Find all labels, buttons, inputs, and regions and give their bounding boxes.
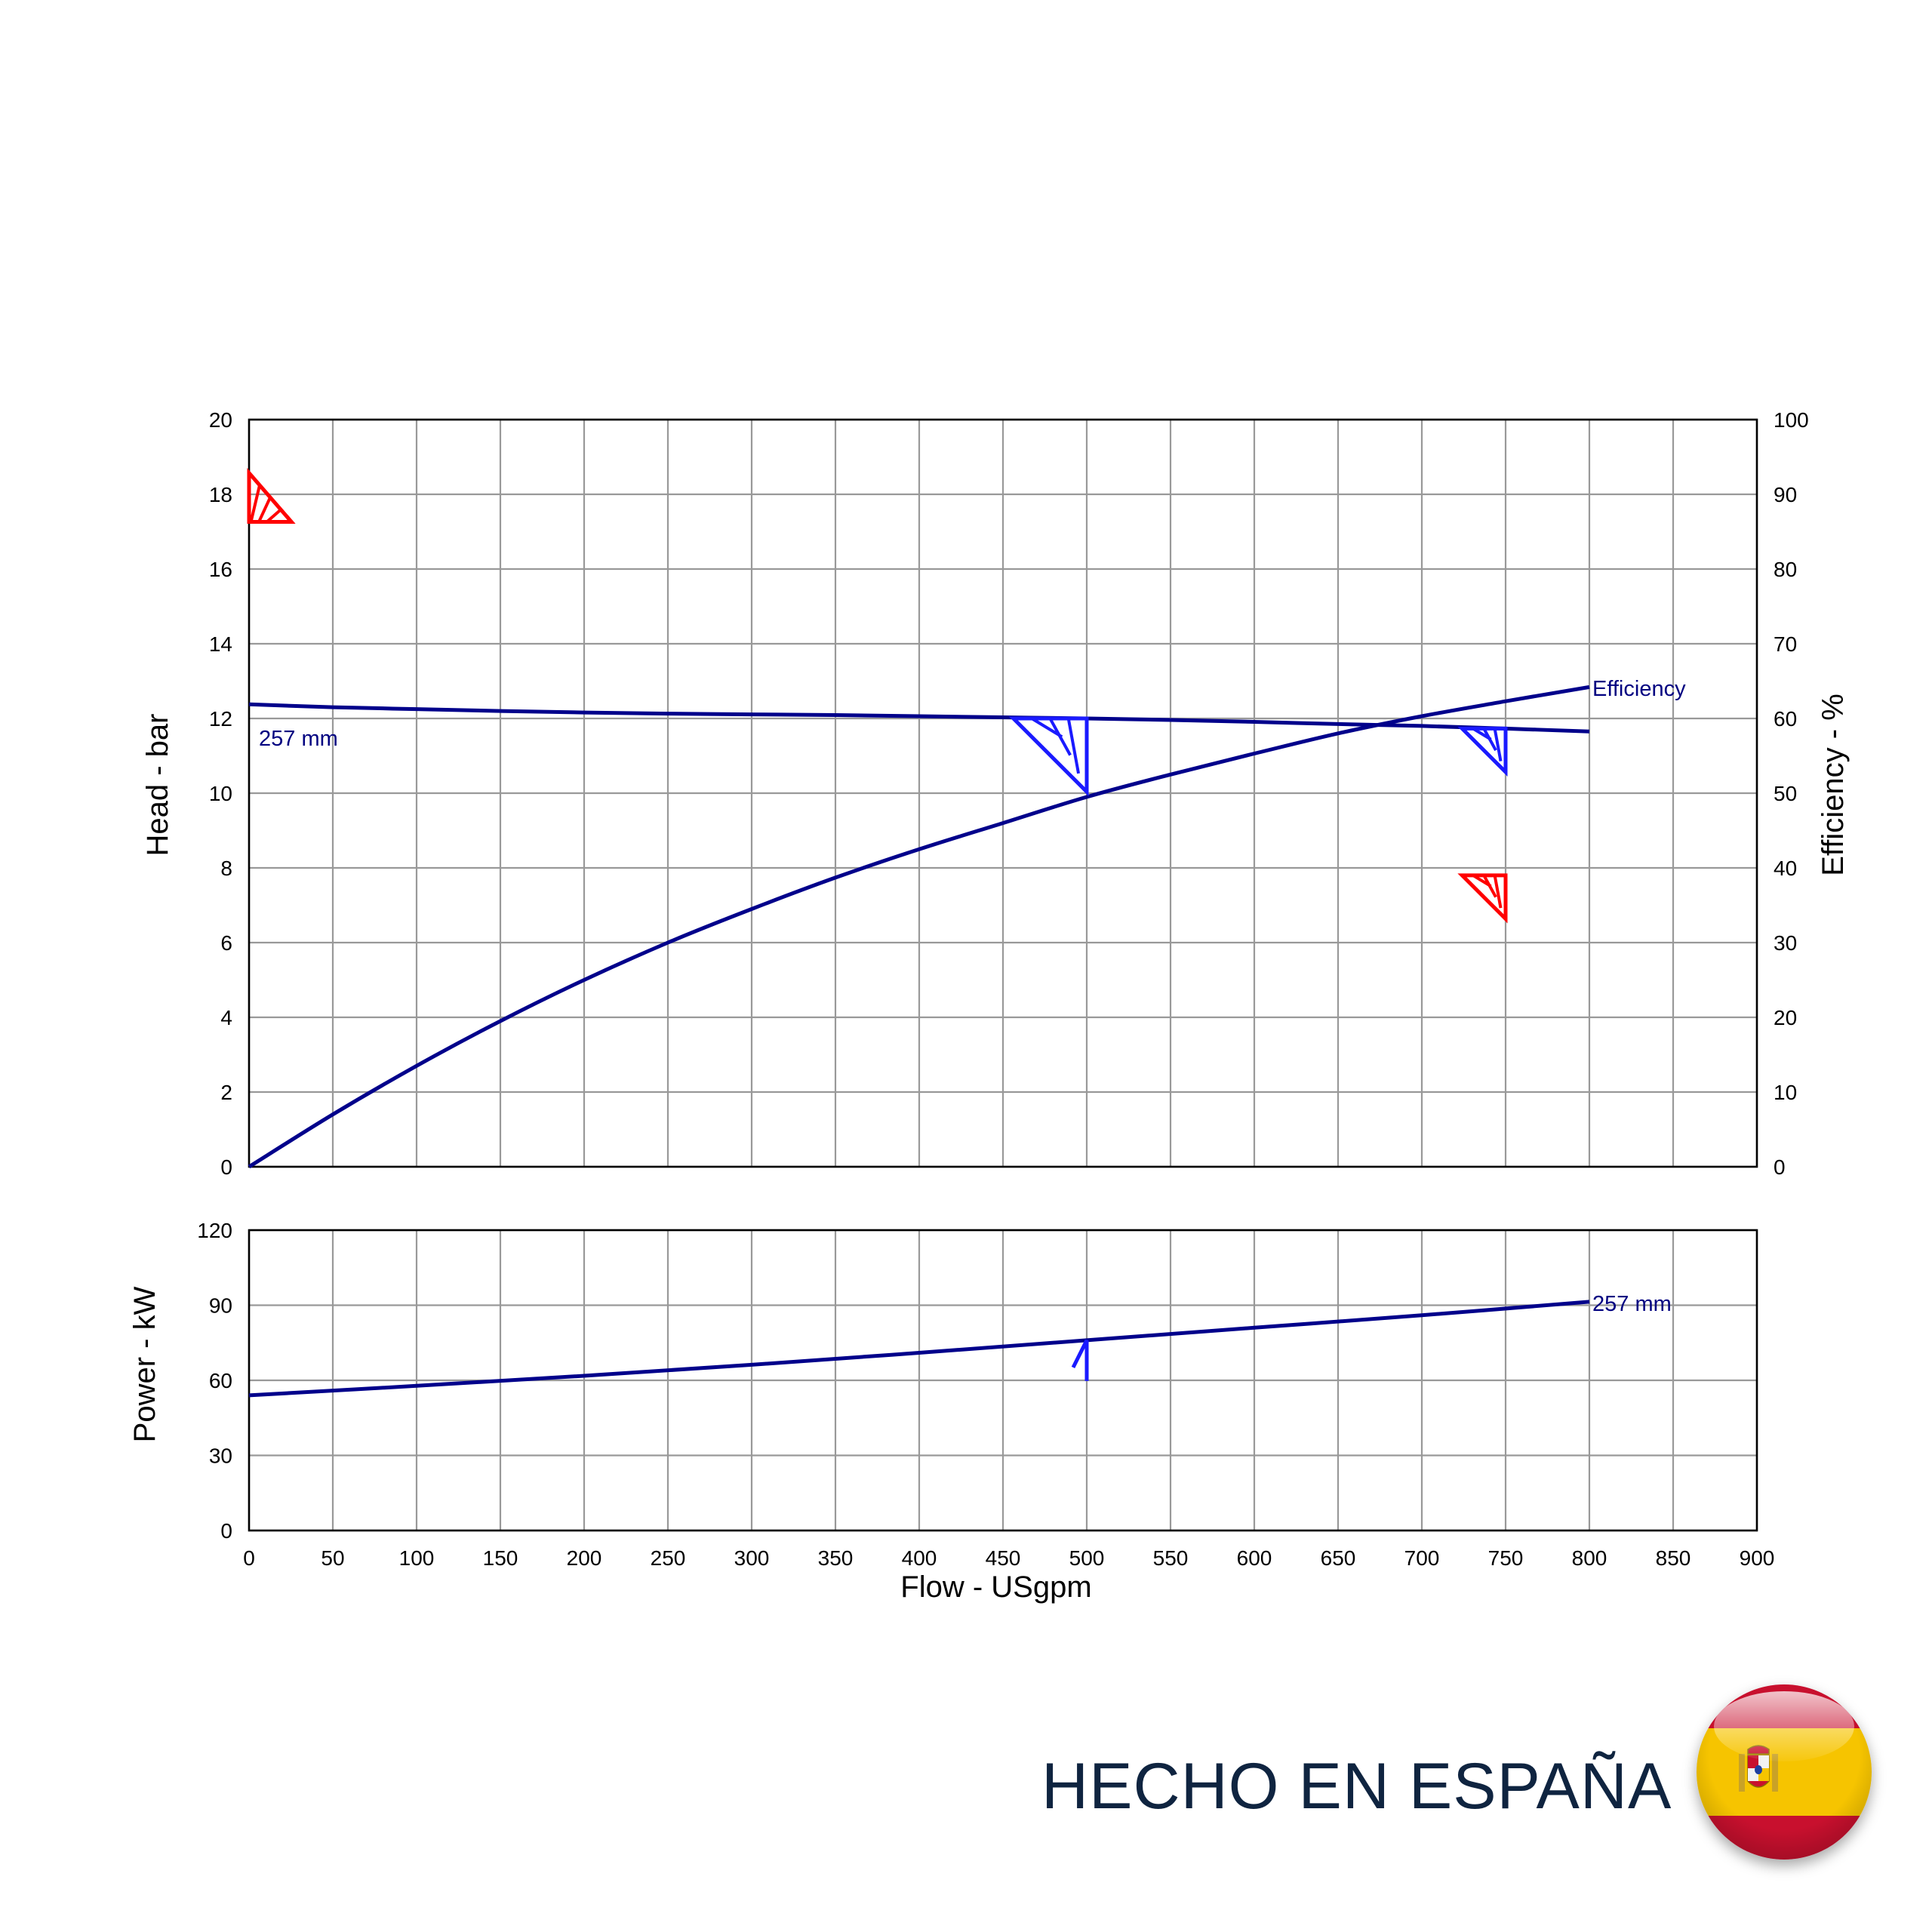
tick-label-power: 90 xyxy=(209,1294,232,1318)
x-axis-label-flow: Flow - USgpm xyxy=(900,1571,1091,1604)
tick-label-flow: 350 xyxy=(818,1546,854,1570)
head-curve xyxy=(248,702,1590,734)
tick-label-flow: 900 xyxy=(1740,1546,1775,1570)
tick-label-flow: 650 xyxy=(1321,1546,1356,1570)
tick-label-power: 120 xyxy=(197,1219,232,1242)
tick-label-head: 20 xyxy=(209,408,232,432)
tick-label-head: 8 xyxy=(220,857,232,880)
tick-label-head: 10 xyxy=(209,782,232,805)
tick-label-flow: 200 xyxy=(567,1546,602,1570)
tick-label-flow: 700 xyxy=(1404,1546,1440,1570)
marker-hatch-line xyxy=(266,508,282,523)
tick-label-flow: 500 xyxy=(1069,1546,1105,1570)
marker-hatch-line xyxy=(1482,874,1497,898)
tick-label-head: 12 xyxy=(209,707,232,731)
tick-label-head: 6 xyxy=(220,931,232,955)
marker-hatch-line xyxy=(1048,718,1072,756)
tick-label-efficiency: 10 xyxy=(1774,1081,1797,1104)
power-curve-label: 257 mm xyxy=(1592,1292,1672,1316)
head-curve-label: 257 mm xyxy=(259,727,338,751)
markers xyxy=(247,467,1508,1381)
marker-hatch-line xyxy=(1493,875,1503,909)
efficiency-curve xyxy=(248,685,1590,1169)
tick-label-head: 4 xyxy=(220,1006,232,1029)
marker-hatch-line xyxy=(257,497,272,523)
plot-frame-power xyxy=(248,1229,1758,1532)
tick-label-flow: 600 xyxy=(1237,1546,1272,1570)
y-axis-label-head: Head - bar xyxy=(141,714,174,857)
made-in-spain-text: HECHO EN ESPAÑA xyxy=(1041,1750,1672,1823)
tick-label-flow: 800 xyxy=(1572,1546,1607,1570)
plot-frame-head xyxy=(248,418,1758,1168)
tick-label-efficiency: 100 xyxy=(1774,408,1809,432)
tick-label-flow: 250 xyxy=(651,1546,686,1570)
tick-label-efficiency: 30 xyxy=(1774,931,1797,955)
power-curve xyxy=(248,1300,1590,1398)
tick-label-efficiency: 60 xyxy=(1774,707,1797,731)
tick-label-efficiency: 20 xyxy=(1774,1006,1797,1029)
tick-label-power: 30 xyxy=(209,1444,232,1468)
curves xyxy=(248,685,1590,1398)
marker-hatch-line xyxy=(249,485,261,522)
tick-label-head: 18 xyxy=(209,483,232,506)
y-axis-label-power: Power - kW xyxy=(128,1286,162,1442)
spain-flag-icon xyxy=(1697,1684,1872,1860)
tick-label-head: 14 xyxy=(209,632,232,656)
marker-hatch-line xyxy=(1493,728,1503,761)
tick-label-flow: 150 xyxy=(483,1546,518,1570)
head-efficiency-grid xyxy=(248,418,1758,1168)
tick-label-power: 0 xyxy=(220,1519,232,1543)
y-axis-label-efficiency: Efficiency - % xyxy=(1817,694,1850,876)
tick-label-flow: 50 xyxy=(321,1546,344,1570)
tick-label-efficiency: 50 xyxy=(1774,782,1797,805)
tick-label-efficiency: 0 xyxy=(1774,1155,1786,1179)
tick-label-head: 0 xyxy=(220,1155,232,1179)
power-grid xyxy=(248,1229,1758,1532)
tick-label-flow: 850 xyxy=(1656,1546,1691,1570)
marker-hatch-line xyxy=(1066,718,1081,774)
tick-label-efficiency: 40 xyxy=(1774,857,1797,880)
power-arrow-icon xyxy=(1071,1339,1089,1381)
tick-label-head: 16 xyxy=(209,558,232,581)
head-efficiency-ticks: 0 2 4 6 8 10 12 14 16 18 20 0 10 20 30 40 50 60 70 80 90 100 xyxy=(209,408,1809,1179)
tick-label-flow: 100 xyxy=(399,1546,435,1570)
power-ticks: 0 30 60 90 120 0 50 100 150 200 250 300 350 400 450 500… xyxy=(197,1219,1774,1570)
tick-label-flow: 750 xyxy=(1488,1546,1524,1570)
marker-hatch-line xyxy=(1482,728,1497,752)
tick-label-flow: 400 xyxy=(902,1546,937,1570)
efficiency-curve-label: Efficiency xyxy=(1592,677,1686,701)
tick-label-flow: 450 xyxy=(986,1546,1021,1570)
tick-label-efficiency: 70 xyxy=(1774,632,1797,656)
tick-label-power: 60 xyxy=(209,1369,232,1392)
tick-label-flow: 0 xyxy=(243,1546,255,1570)
tick-label-efficiency: 80 xyxy=(1774,558,1797,581)
tick-label-head: 2 xyxy=(220,1081,232,1104)
tick-label-flow: 300 xyxy=(734,1546,770,1570)
tick-label-flow: 550 xyxy=(1153,1546,1189,1570)
tick-label-efficiency: 90 xyxy=(1774,483,1797,506)
